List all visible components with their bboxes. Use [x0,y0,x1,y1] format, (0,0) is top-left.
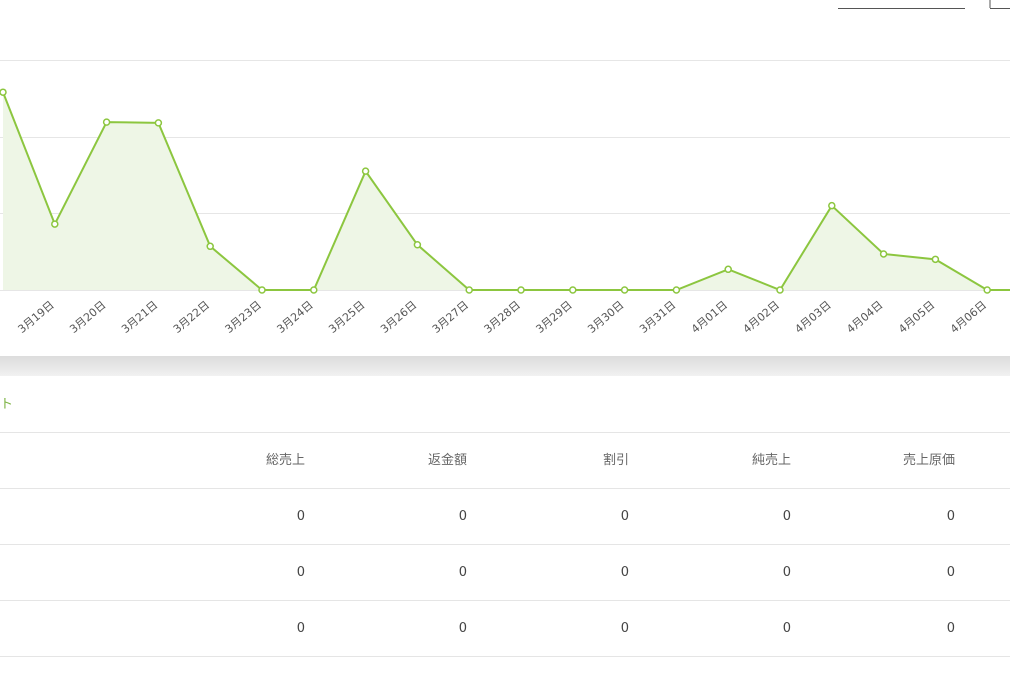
table-cell: 0 [621,509,629,524]
point [776,286,784,294]
column-header: 割引 [603,452,629,468]
x-tick-label: 3月26日 [378,298,419,336]
table-cell: 0 [297,509,305,524]
point [724,265,732,274]
section-title: ト [0,397,13,412]
panel-shadow [0,356,1010,376]
column-header: 売上原価 [903,452,955,468]
x-tick-label: 4月03日 [792,298,833,336]
point [465,286,473,294]
x-tick-label: 4月05日 [896,298,937,336]
point [206,242,214,251]
table: 総売上 返金額 割引 純売上 売上原価 0 0 0 0 0 0 0 0 0 0 0 0 0 0 0 [0,432,1010,657]
point [0,88,7,96]
point [879,250,888,258]
table-cell: 0 [297,621,305,636]
table-cell: 0 [621,621,629,636]
x-tick-label: 3月27日 [430,298,471,336]
column-header: 総売上 [266,452,305,468]
point [413,241,422,249]
x-tick-label: 3月22日 [171,298,212,336]
column-header: 純売上 [752,452,791,468]
point [310,286,318,294]
point [361,167,370,175]
table-cell: 0 [297,565,305,580]
x-tick-label: 4月06日 [948,298,989,336]
table-cell: 0 [783,621,791,636]
x-tick-label: 3月31日 [637,298,678,336]
x-tick-label: 3月21日 [119,298,160,336]
table-cell: 0 [783,509,791,524]
point [517,286,525,294]
point [569,286,577,294]
x-tick-label: 3月23日 [223,298,264,336]
x-tick-label: 3月24日 [274,298,315,336]
x-tick-label: 4月02日 [741,298,782,336]
point [51,220,59,228]
point [983,286,991,294]
x-tick-label: 4月04日 [844,298,885,336]
table-cell: 0 [459,621,467,636]
chart: 3月19日 3月20日 3月21日 3月22日 3月23日 3月24日 3月25日 3月26日… [0,60,1010,336]
x-tick-label: 3月30日 [585,298,626,336]
table-cell: 0 [783,565,791,580]
x-tick-label: 4月01日 [689,298,730,336]
table-cell: 0 [459,509,467,524]
table-cell: 0 [947,565,955,580]
point [828,201,836,210]
point [931,255,940,264]
x-tick-label: 3月20日 [67,298,108,336]
table-cell: 0 [621,565,629,580]
table-cell: 0 [947,621,955,636]
table-cell: 0 [459,565,467,580]
point [620,286,629,294]
point [672,286,681,294]
point [102,118,111,126]
x-tick-label: 3月19日 [15,298,56,336]
point [258,286,266,294]
table-cell: 0 [947,509,955,524]
column-header: 返金額 [428,452,467,468]
point [154,119,163,127]
x-tick-label: 3月25日 [326,298,367,336]
area [3,92,1010,290]
x-tick-label: 3月28日 [482,298,523,336]
x-tick-label: 3月29日 [533,298,574,336]
